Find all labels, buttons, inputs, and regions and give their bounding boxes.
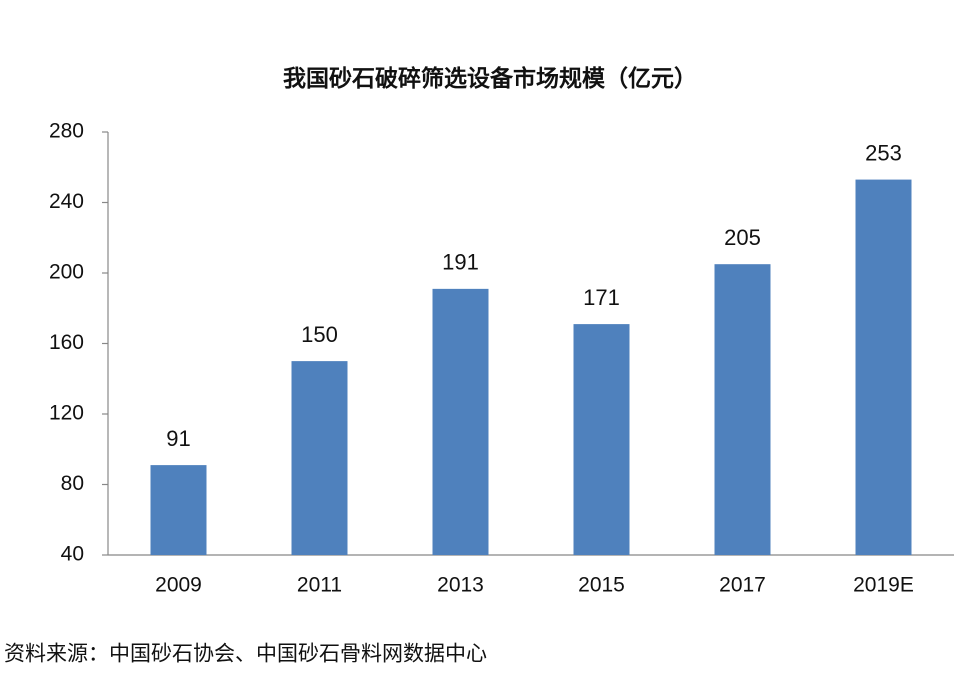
data-label: 171: [583, 285, 620, 310]
y-tick-label: 280: [49, 120, 84, 143]
bar: [432, 288, 489, 555]
data-label: 91: [166, 426, 190, 451]
x-tick-label: 2019E: [853, 574, 914, 597]
source-note: 资料来源：中国砂石协会、中国砂石骨料网数据中心: [4, 643, 487, 666]
x-tick-label: 2011: [297, 574, 342, 597]
bar: [855, 179, 912, 555]
chart-title: 我国砂石破碎筛选设备市场规模（亿元）: [283, 65, 697, 92]
bar: [714, 264, 771, 555]
y-tick-label: 240: [49, 190, 84, 213]
x-tick-label: 2009: [155, 574, 202, 597]
bar: [573, 324, 630, 555]
bar: [291, 361, 348, 555]
x-tick-label: 2015: [578, 574, 625, 597]
y-tick-label: 200: [49, 261, 84, 284]
y-tick-label: 80: [61, 472, 84, 495]
data-label: 253: [865, 140, 902, 165]
data-label: 191: [442, 250, 479, 275]
bar: [150, 465, 207, 555]
y-tick-label: 120: [49, 402, 84, 425]
x-tick-label: 2017: [719, 574, 766, 597]
data-label: 205: [724, 225, 761, 250]
y-tick-label: 160: [49, 331, 84, 354]
data-label: 150: [301, 322, 338, 347]
x-tick-label: 2013: [437, 574, 484, 597]
y-tick-label: 40: [61, 543, 84, 566]
